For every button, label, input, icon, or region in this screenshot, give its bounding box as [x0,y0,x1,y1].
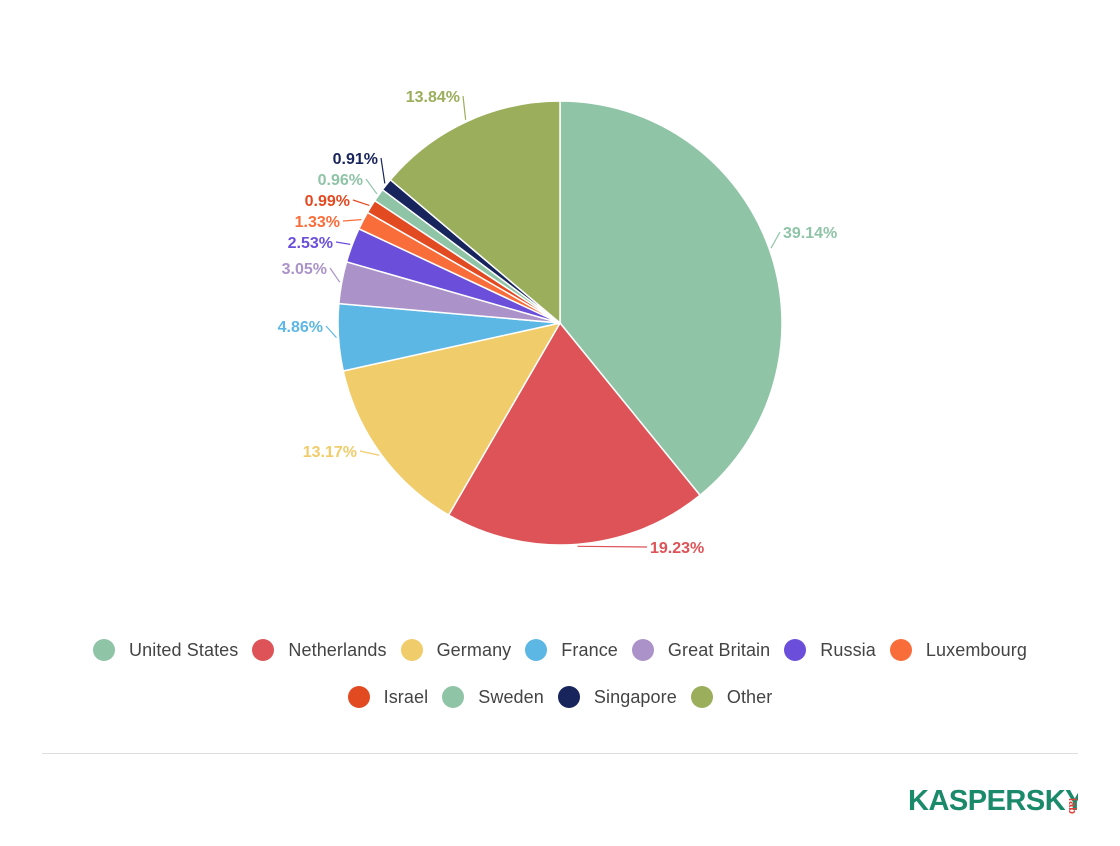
legend-item-united-states: United States [93,636,238,664]
leader-line-luxembourg [342,218,362,222]
legend-label: Sweden [478,686,544,707]
legend-swatch [690,686,713,708]
legend-item-singapore: Singapore [557,683,677,711]
data-label-netherlands: 19.23% [650,540,704,557]
legend-item-sweden: Sweden [442,683,544,711]
logo-lab-text: lab [1066,798,1078,814]
legend-swatch [784,639,807,661]
leader-line-great-britain [329,267,341,283]
legend-swatch [252,639,275,661]
data-label-united-states: 39.14% [783,225,837,242]
data-label-other: 13.84% [406,89,460,106]
data-label-luxembourg: 1.33% [295,214,340,231]
logo-wordmark: KASPERSKY [908,785,1078,817]
legend-label: Germany [436,639,512,660]
legend-swatch [525,639,548,661]
leader-line-israel [352,199,370,206]
legend-swatch [442,686,465,708]
leader-line-sweden [365,178,378,195]
legend-label: Other [726,686,773,707]
data-label-germany: 13.17% [303,444,357,461]
pie-slice-united-states [559,100,783,497]
legend-label: Israel [383,686,429,707]
pie-slice-other [389,100,561,325]
legend-item-other: Other [690,683,773,711]
leader-line-netherlands [577,545,648,548]
pie-slice-netherlands [447,321,702,546]
data-label-sweden: 0.96% [318,172,363,189]
legend-item-france: France [525,636,618,664]
legend-label: France [561,639,618,660]
legend-item-israel: Israel [347,683,429,711]
legend-swatch [557,686,580,708]
leader-line-france [325,325,337,338]
data-label-singapore: 0.91% [333,151,378,168]
legend-label: Luxembourg [925,639,1027,660]
legend-item-great-britain: Great Britain [631,636,771,664]
data-label-israel: 0.99% [305,193,350,210]
leader-line-united-states [770,231,781,249]
legend-item-netherlands: Netherlands [252,636,386,664]
legend-label: United States [129,639,239,660]
legend-row: United States Netherlands Germany France Gre… [0,636,1120,664]
legend-swatch [400,639,423,661]
data-label-great-britain: 3.05% [282,261,327,278]
legend-item-germany: Germany [400,636,512,664]
legend-swatch [631,639,654,661]
legend-label: Russia [820,639,876,660]
kaspersky-lab-logo: KASPERSKY lab [908,785,1078,817]
pie-slice-germany [342,321,562,517]
leader-line-germany [359,450,380,456]
legend-label: Netherlands [288,639,387,660]
legend-swatch [889,639,912,661]
legend-swatch [347,686,370,708]
data-label-russia: 2.53% [288,235,333,252]
legend-swatch [93,639,116,661]
footer-divider [42,753,1078,754]
legend-item-russia: Russia [784,636,876,664]
legend-row: Israel Sweden Singapore Other [0,683,1120,711]
legend-item-luxembourg: Luxembourg [889,636,1027,664]
legend-label: Singapore [593,686,677,707]
leader-line-russia [335,241,351,245]
leader-line-singapore [380,157,386,184]
leader-line-other [462,95,467,120]
data-label-france: 4.86% [278,319,323,336]
legend-label: Great Britain [667,639,771,660]
